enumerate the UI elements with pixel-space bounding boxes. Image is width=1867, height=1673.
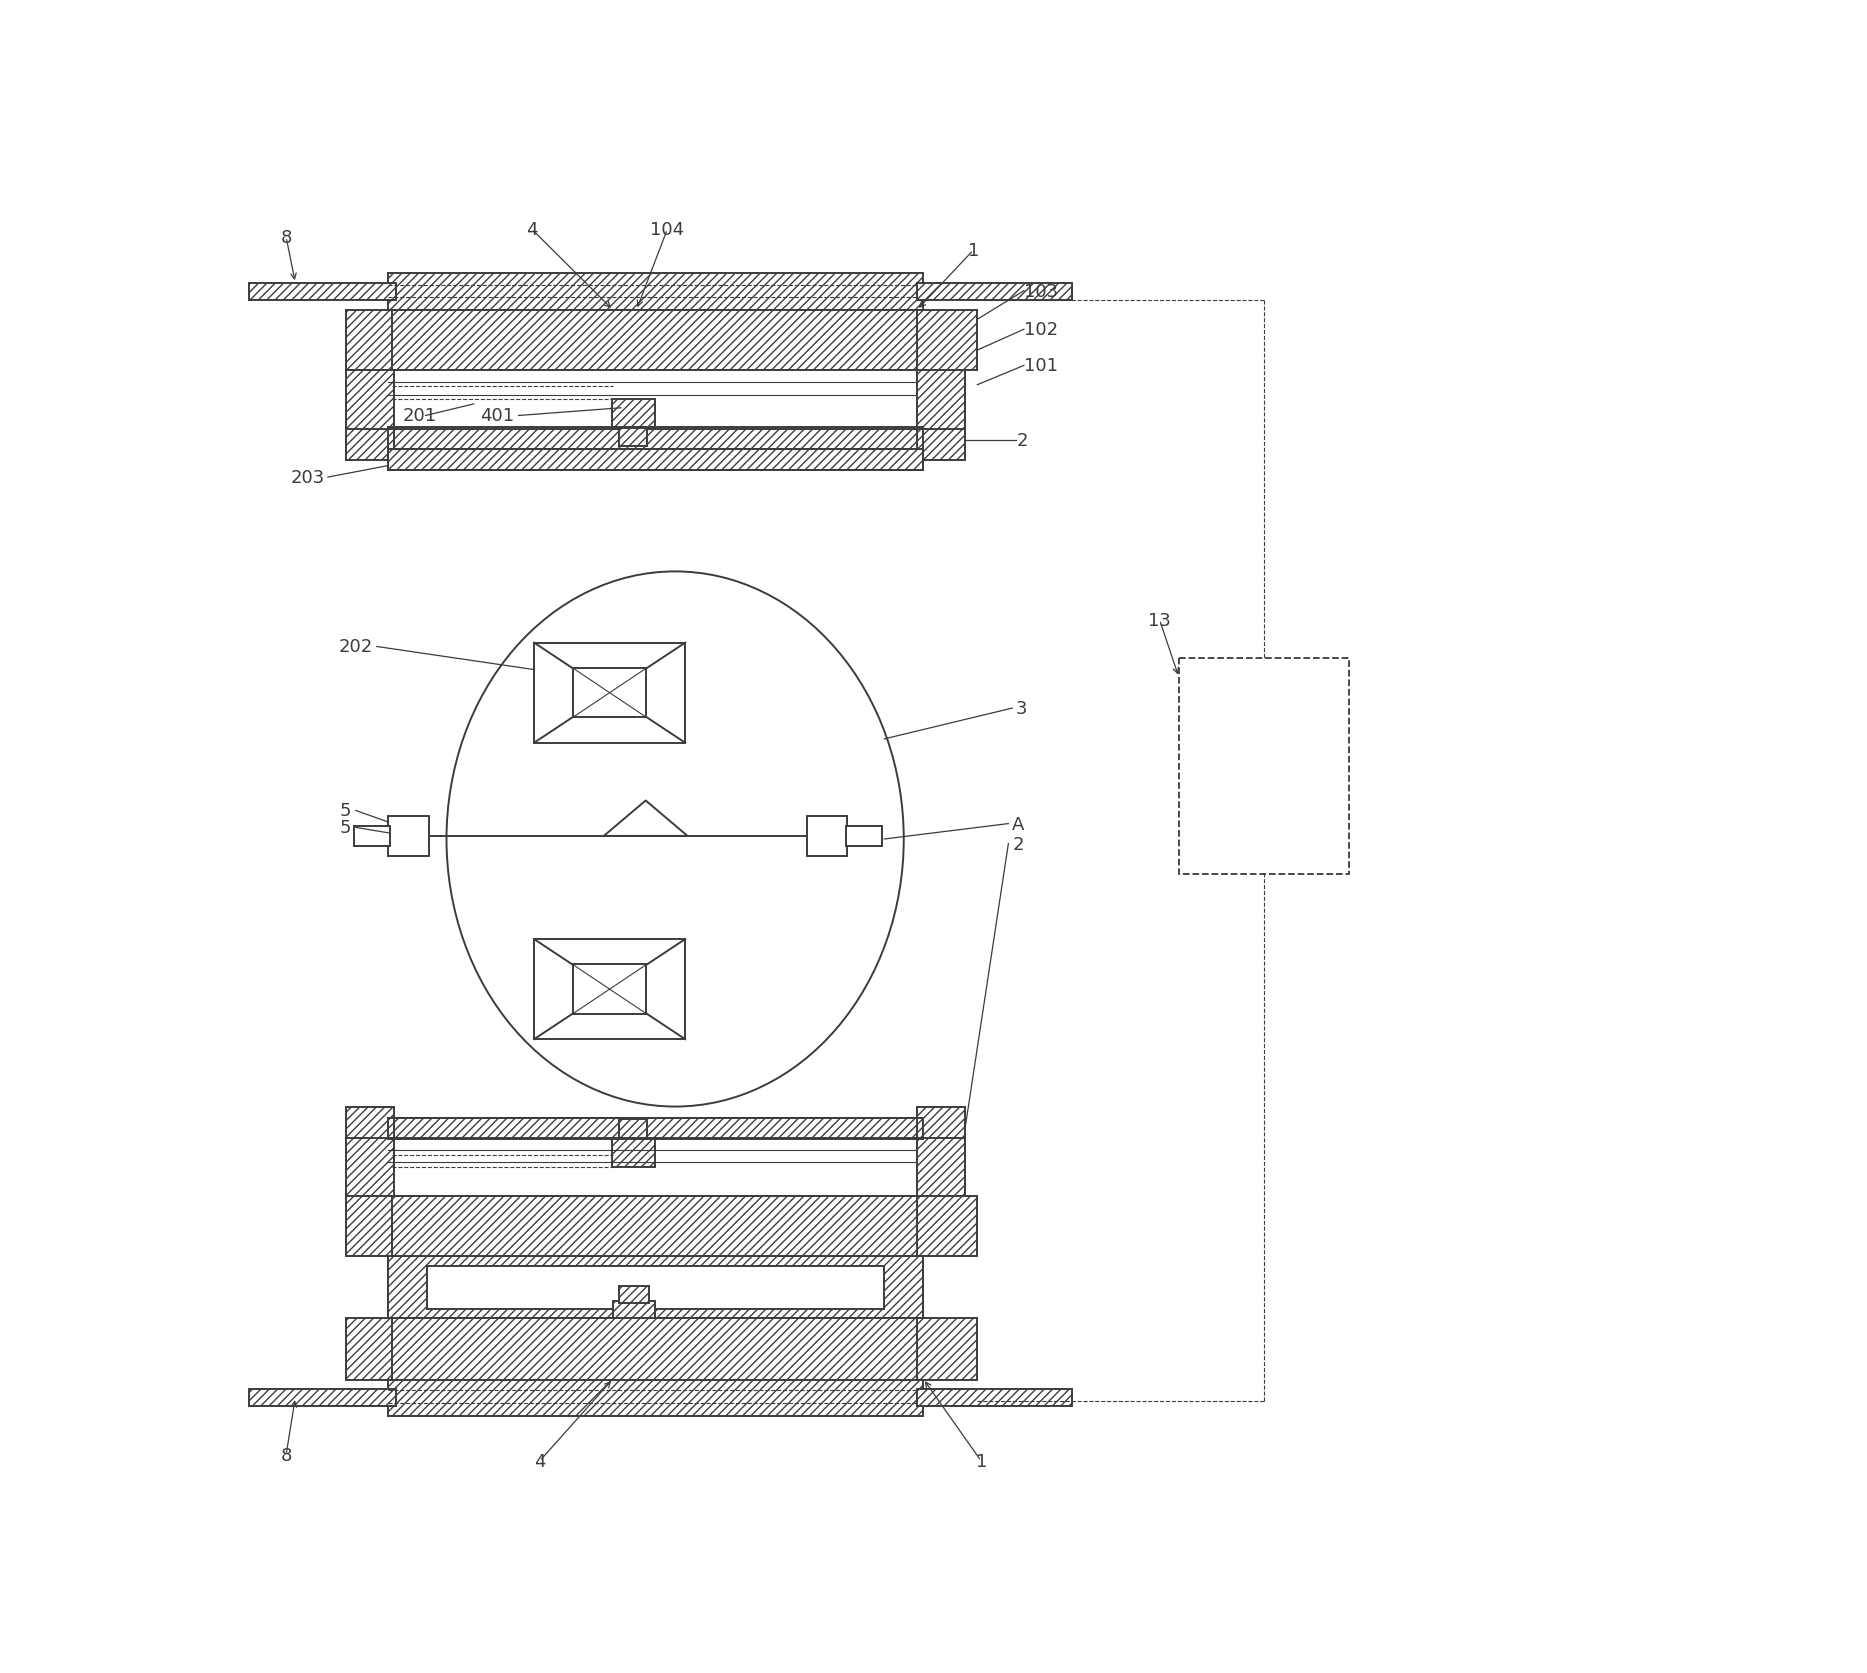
Text: 8: 8: [280, 229, 291, 246]
Bar: [388, 1118, 922, 1139]
Bar: [388, 1256, 922, 1318]
Bar: [917, 1196, 978, 1256]
Bar: [388, 450, 922, 470]
Bar: [1178, 659, 1350, 873]
Bar: [573, 669, 646, 718]
Ellipse shape: [446, 572, 904, 1108]
Text: 5: 5: [340, 801, 351, 820]
Bar: [917, 1108, 965, 1153]
Bar: [388, 1138, 922, 1196]
Bar: [388, 1196, 922, 1256]
Text: 1: 1: [976, 1452, 988, 1471]
Text: 2: 2: [1016, 432, 1027, 450]
Bar: [917, 417, 965, 460]
Bar: [248, 1389, 396, 1405]
Bar: [428, 1266, 885, 1308]
Bar: [534, 642, 685, 743]
Text: A: A: [1012, 815, 1025, 833]
Bar: [345, 417, 394, 460]
Bar: [917, 1318, 978, 1380]
Text: 104: 104: [650, 221, 685, 239]
Text: 102: 102: [1023, 321, 1059, 340]
Bar: [353, 826, 390, 847]
Bar: [612, 1138, 655, 1168]
Bar: [345, 1318, 392, 1380]
Text: 4: 4: [526, 221, 538, 239]
Text: 203: 203: [291, 468, 325, 487]
Text: 3: 3: [1016, 699, 1027, 718]
Bar: [917, 371, 965, 430]
Bar: [388, 428, 922, 450]
Text: 8: 8: [280, 1445, 291, 1464]
Bar: [345, 311, 392, 371]
Bar: [620, 428, 648, 447]
Bar: [917, 1389, 1072, 1405]
Bar: [388, 816, 429, 857]
Text: 2: 2: [1012, 835, 1023, 853]
Bar: [807, 816, 848, 857]
Bar: [846, 826, 881, 847]
Text: 13: 13: [1148, 611, 1171, 629]
Text: 401: 401: [480, 407, 513, 425]
Bar: [917, 1138, 965, 1196]
Text: 201: 201: [401, 407, 437, 425]
Bar: [345, 1196, 392, 1256]
Bar: [345, 1138, 394, 1196]
Bar: [620, 1287, 648, 1303]
Bar: [248, 284, 396, 301]
Bar: [388, 1318, 922, 1380]
Bar: [612, 1302, 655, 1323]
Text: 202: 202: [338, 637, 373, 656]
Text: 5: 5: [340, 820, 351, 836]
Bar: [388, 1379, 922, 1415]
Text: 103: 103: [1023, 283, 1059, 301]
Text: 4: 4: [534, 1452, 545, 1471]
Bar: [388, 311, 922, 371]
Bar: [388, 1256, 922, 1318]
Bar: [388, 371, 922, 430]
Text: 101: 101: [1023, 358, 1059, 375]
Bar: [345, 1108, 394, 1153]
Bar: [573, 965, 646, 1014]
Bar: [388, 1118, 922, 1139]
Bar: [388, 450, 922, 470]
Bar: [917, 284, 1072, 301]
Bar: [534, 940, 685, 1039]
Bar: [612, 400, 655, 428]
Text: 1: 1: [967, 243, 978, 259]
Bar: [917, 311, 978, 371]
Bar: [345, 371, 394, 430]
Bar: [388, 428, 922, 450]
Bar: [620, 1119, 648, 1138]
Bar: [388, 274, 922, 311]
